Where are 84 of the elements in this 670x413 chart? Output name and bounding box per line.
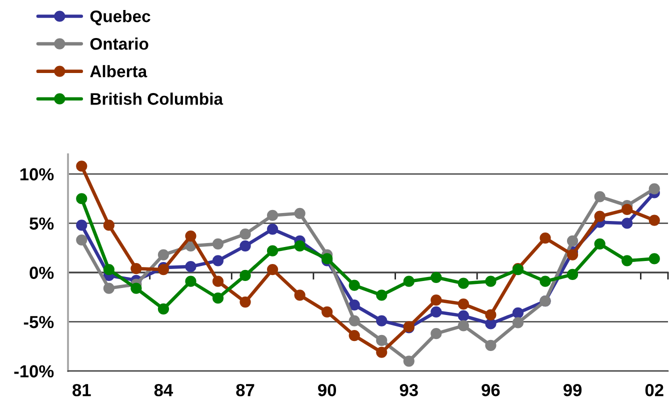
x-tick-label: 99 [563, 384, 582, 396]
point [594, 238, 606, 250]
point [76, 160, 88, 172]
y-tick-label: -5% [24, 316, 54, 328]
point [622, 255, 633, 266]
x-tick-label: 96 [482, 384, 500, 396]
point [266, 210, 278, 221]
point [594, 191, 606, 202]
point [130, 263, 142, 274]
point [212, 255, 224, 266]
point [185, 276, 196, 287]
point [348, 299, 360, 311]
point [376, 315, 388, 326]
point [240, 296, 251, 308]
point [294, 240, 306, 252]
point [403, 356, 414, 367]
point [512, 307, 524, 318]
point [430, 306, 442, 318]
point [648, 214, 660, 226]
x-tick-label: 90 [318, 384, 336, 396]
point [103, 264, 114, 276]
point [322, 306, 333, 318]
point [430, 328, 442, 340]
point [76, 234, 88, 246]
point [376, 346, 388, 358]
point [403, 276, 414, 287]
point [103, 220, 114, 231]
point [266, 224, 278, 235]
point [294, 290, 306, 301]
point [458, 278, 470, 289]
point [430, 294, 442, 306]
x-tick-label: 02 [645, 384, 664, 396]
x-tick-label: 87 [236, 384, 254, 396]
point [294, 208, 306, 219]
point [158, 249, 170, 260]
y-tick-label: 5% [30, 217, 54, 230]
point [348, 280, 360, 291]
point [485, 340, 496, 351]
legend-label: British Columbia [90, 92, 224, 105]
point [158, 303, 170, 314]
point [240, 228, 251, 240]
point [648, 183, 660, 194]
point [212, 276, 224, 287]
point [266, 264, 278, 276]
point [458, 298, 470, 310]
point [266, 245, 278, 256]
point [540, 232, 551, 244]
point [212, 292, 224, 304]
x-tick-label: 84 [154, 384, 174, 396]
y-tick-label: 0% [30, 266, 54, 279]
point [348, 330, 360, 342]
point [594, 210, 606, 222]
point [376, 334, 388, 346]
x-tick-label: 93 [400, 384, 418, 396]
point [430, 272, 442, 283]
point [76, 220, 88, 231]
point [212, 238, 224, 250]
point [130, 282, 142, 294]
point [566, 268, 578, 280]
point [185, 230, 196, 242]
point [76, 193, 88, 204]
x-tick-label: 81 [72, 384, 91, 396]
point [512, 317, 524, 328]
point [622, 204, 633, 216]
y-tick-label: 10% [20, 168, 54, 180]
point [485, 276, 496, 287]
point [348, 315, 360, 326]
legend-label: Quebec [90, 10, 150, 26]
point [648, 253, 660, 264]
point [566, 249, 578, 260]
point [376, 290, 388, 301]
point [458, 320, 470, 332]
point [566, 235, 578, 247]
legend-label: Ontario [90, 38, 148, 50]
point [185, 261, 196, 272]
legend-label: Alberta [90, 65, 148, 78]
point [485, 309, 496, 320]
y-tick-label: -10% [14, 365, 54, 378]
point [540, 276, 551, 287]
point [458, 310, 470, 322]
point [240, 240, 251, 252]
point [240, 270, 251, 282]
point [622, 218, 633, 229]
point [103, 282, 114, 294]
